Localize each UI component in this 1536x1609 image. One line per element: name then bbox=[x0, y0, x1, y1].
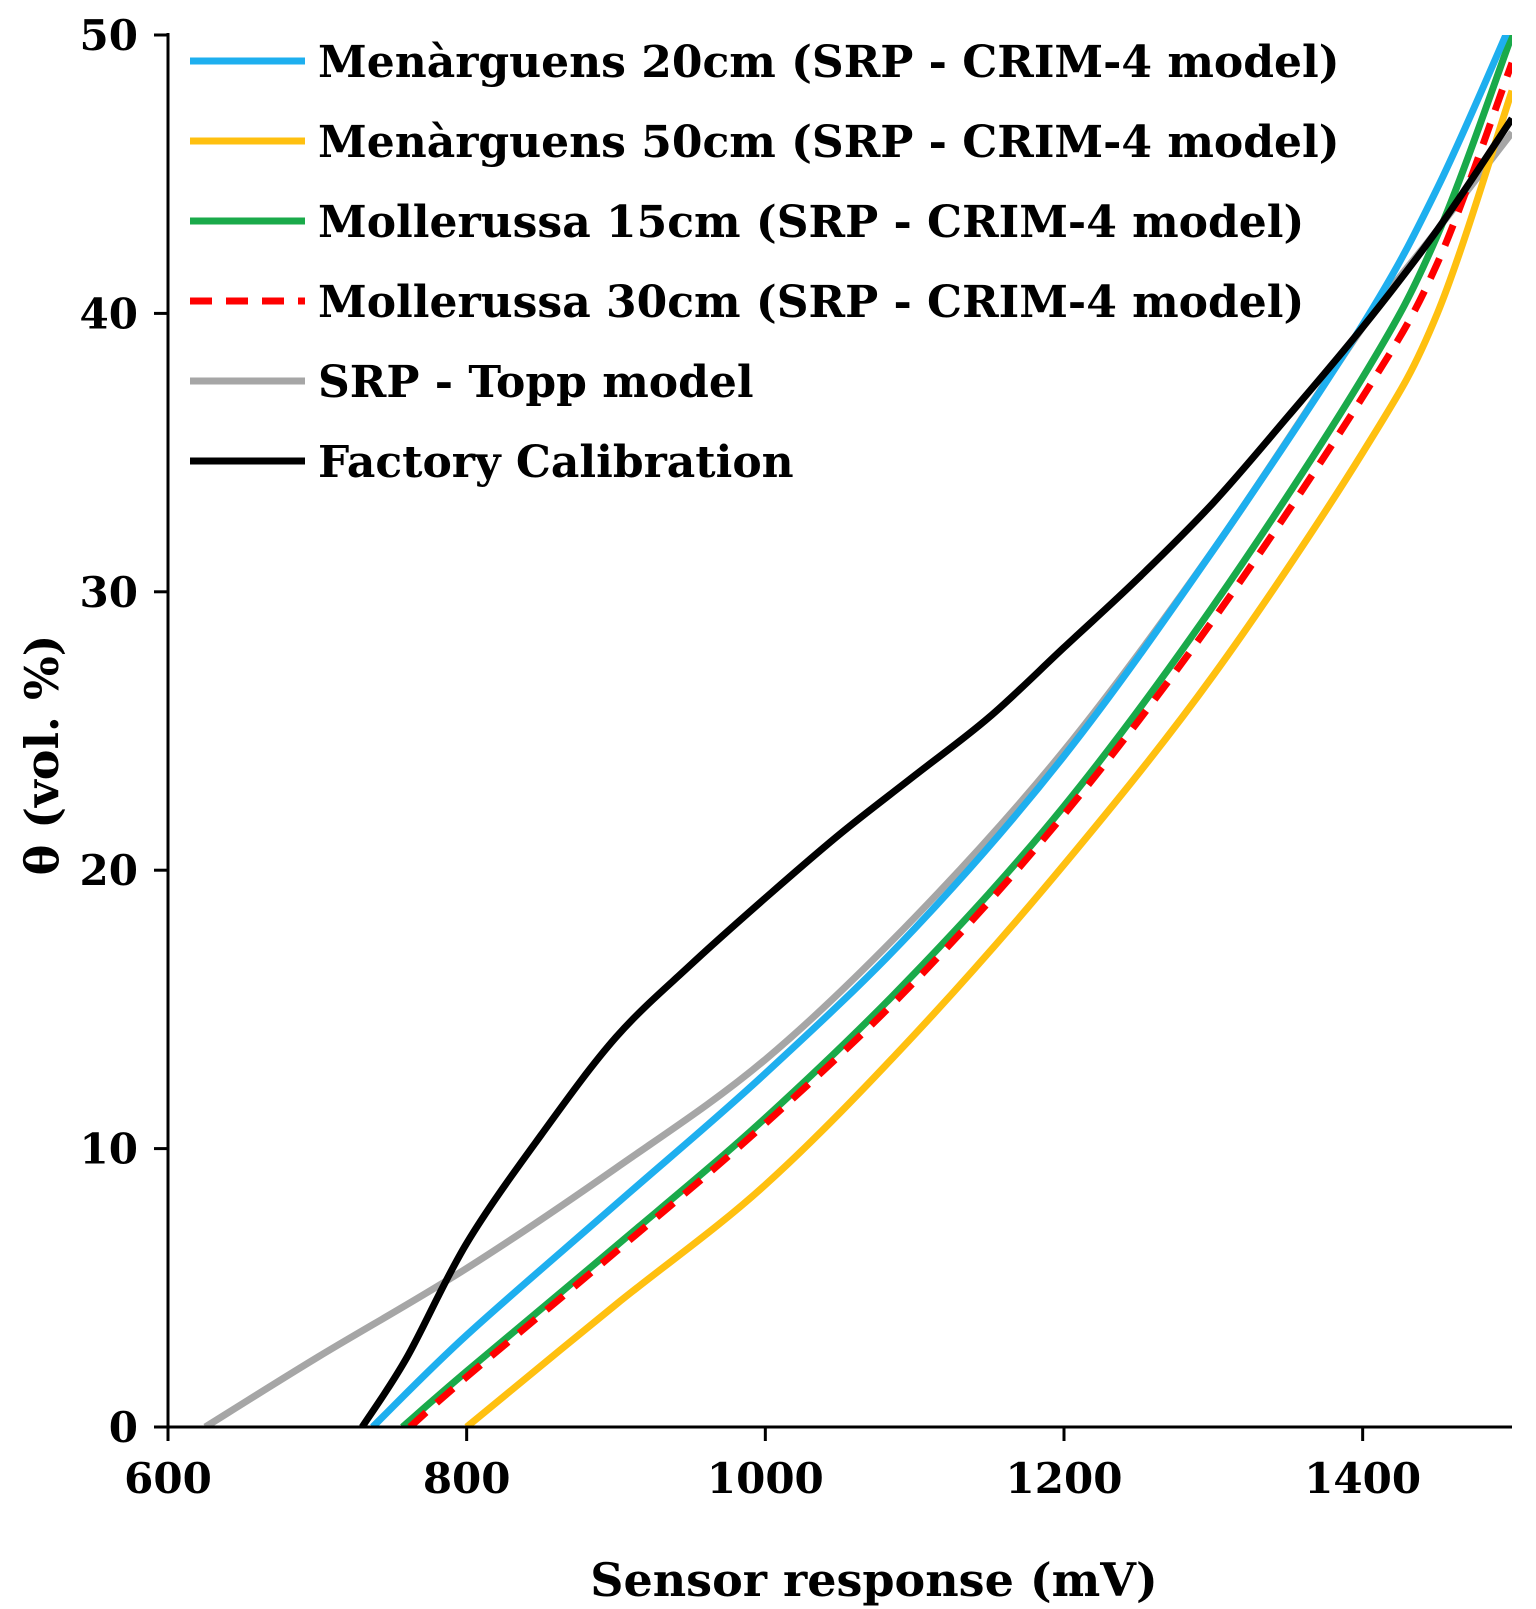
y-tick-label: 10 bbox=[80, 1125, 138, 1174]
series-line-3 bbox=[400, 35, 1512, 1427]
legend-label-2: Menàrguens 50cm (SRP - CRIM-4 model) bbox=[318, 117, 1340, 168]
y-tick-label: 40 bbox=[80, 289, 138, 338]
series-line-4 bbox=[407, 61, 1512, 1427]
axes-layer: 600 800 1000 1200 1400 0 10 20 30 40 50 bbox=[80, 11, 1512, 1503]
x-tick-label: 800 bbox=[423, 1454, 511, 1503]
y-axis-title: θ (vol. %) bbox=[15, 635, 69, 876]
series-line-1 bbox=[370, 35, 1510, 1427]
y-tick-label: 0 bbox=[109, 1403, 138, 1452]
y-tick-label: 50 bbox=[80, 11, 138, 60]
series-line-2 bbox=[464, 89, 1512, 1427]
x-tick-label: 1000 bbox=[707, 1454, 824, 1503]
series-line-6 bbox=[359, 116, 1512, 1427]
x-tick-label: 600 bbox=[124, 1454, 212, 1503]
legend-label-1: Menàrguens 20cm (SRP - CRIM-4 model) bbox=[318, 37, 1340, 88]
y-tick-label: 30 bbox=[80, 568, 138, 617]
legend-label-4: Mollerussa 30cm (SRP - CRIM-4 model) bbox=[318, 277, 1304, 328]
legend-label-5: SRP - Topp model bbox=[318, 357, 754, 408]
series-layer bbox=[203, 35, 1512, 1427]
legend-label-3: Mollerussa 15cm (SRP - CRIM-4 model) bbox=[318, 197, 1304, 248]
x-tick-label: 1200 bbox=[1006, 1454, 1123, 1503]
legend-label-6: Factory Calibration bbox=[318, 437, 794, 488]
y-tick-label: 20 bbox=[80, 846, 138, 895]
legend: Menàrguens 20cm (SRP - CRIM-4 model) Menà… bbox=[190, 37, 1340, 488]
x-tick-label: 1400 bbox=[1304, 1454, 1421, 1503]
x-axis-title: Sensor response (mV) bbox=[590, 1553, 1158, 1607]
